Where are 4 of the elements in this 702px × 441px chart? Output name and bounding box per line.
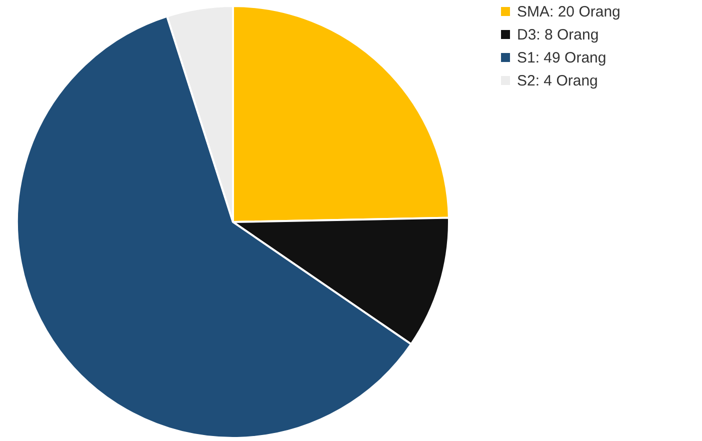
legend-label: S1: 49 Orang <box>517 50 606 66</box>
legend-label: SMA: 20 Orang <box>517 4 620 20</box>
legend-label: S2: 4 Orang <box>517 72 598 90</box>
legend-label: D3: 8 Orang <box>517 26 599 44</box>
